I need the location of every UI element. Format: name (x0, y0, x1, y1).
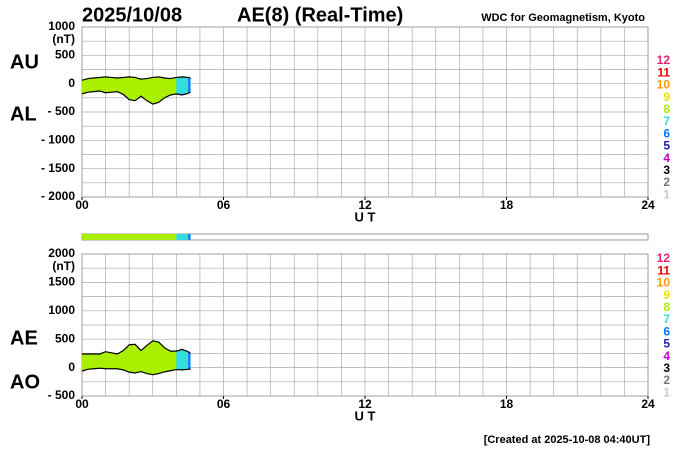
legend-count: 9 (663, 90, 670, 104)
area-fill (188, 351, 191, 370)
legend-count: 12 (657, 53, 671, 67)
title-date: 2025/10/08 (82, 4, 182, 26)
status-segment (176, 234, 189, 240)
series-line (81, 367, 191, 376)
legend-count: 1 (663, 385, 670, 399)
x-tick-label: 00 (75, 198, 89, 212)
legend-count: 8 (663, 102, 670, 116)
x-tick-label: 24 (641, 198, 655, 212)
legend-count: 9 (663, 288, 670, 302)
legend-count: 2 (663, 175, 670, 189)
series-label: AO (10, 371, 40, 393)
x-tick-label: 12 (358, 198, 372, 212)
y-unit: (nT) (52, 32, 75, 46)
source: WDC for Geomagnetism, Kyoto (481, 12, 645, 24)
area-fill (82, 76, 177, 105)
y-tick-label: - 2000 (41, 189, 75, 203)
y-tick-label: 500 (55, 48, 75, 62)
series-line (81, 90, 191, 105)
y-tick-label: - 1000 (41, 133, 75, 147)
x-axis-label: U T (355, 408, 376, 423)
x-tick-label: 18 (500, 397, 514, 411)
legend-count: 10 (657, 78, 671, 92)
legend-count: 10 (657, 276, 671, 290)
y-tick-label: 0 (68, 360, 75, 374)
area-fill (188, 77, 191, 94)
y-tick-label: 0 (68, 76, 75, 90)
area-fill (176, 349, 189, 370)
legend-count: 2 (663, 373, 670, 387)
x-tick-label: 06 (217, 198, 231, 212)
x-tick-label: 24 (641, 397, 655, 411)
y-tick-label: 1500 (48, 275, 75, 289)
x-tick-label: 00 (75, 397, 89, 411)
x-tick-label: 12 (358, 397, 372, 411)
area-fill (82, 340, 177, 375)
y-unit: (nT) (52, 259, 75, 273)
legend-count: 11 (657, 65, 670, 79)
legend-count: 3 (663, 361, 670, 375)
series-label: AL (10, 103, 37, 125)
y-tick-label: 1000 (48, 303, 75, 317)
chart-title: AE(8) (Real-Time) (237, 4, 403, 26)
x-tick-label: 06 (217, 397, 231, 411)
series-label: AU (10, 51, 39, 73)
area-fill (176, 76, 189, 95)
created-note: [Created at 2025-10-08 04:40UT] (484, 434, 651, 446)
y-tick-label: 500 (55, 331, 75, 345)
legend-count: 3 (663, 163, 670, 177)
legend-count: 12 (657, 251, 671, 265)
y-tick-label: 2000 (48, 246, 75, 260)
legend-count: 4 (663, 151, 670, 165)
series-label: AE (10, 327, 38, 349)
x-tick-label: 18 (500, 198, 514, 212)
legend-count: 5 (663, 139, 670, 153)
legend-count: 1 (663, 187, 670, 201)
series-line (82, 340, 191, 355)
x-axis-label: U T (355, 209, 376, 224)
y-tick-label: - 500 (48, 388, 76, 402)
status-segment (82, 234, 177, 240)
series-line (81, 76, 191, 81)
y-tick-label: - 1500 (41, 161, 75, 175)
legend-count: 7 (663, 114, 670, 128)
legend-count: 5 (663, 337, 670, 351)
y-tick-label: 1000 (48, 19, 75, 33)
y-tick-label: - 500 (48, 104, 76, 118)
legend-count: 6 (663, 324, 670, 338)
legend-count: 4 (663, 349, 670, 363)
legend-count: 11 (657, 263, 670, 277)
legend-count: 8 (663, 300, 670, 314)
status-segment (188, 234, 191, 240)
legend-count: 7 (663, 312, 670, 326)
legend-count: 6 (663, 126, 670, 140)
